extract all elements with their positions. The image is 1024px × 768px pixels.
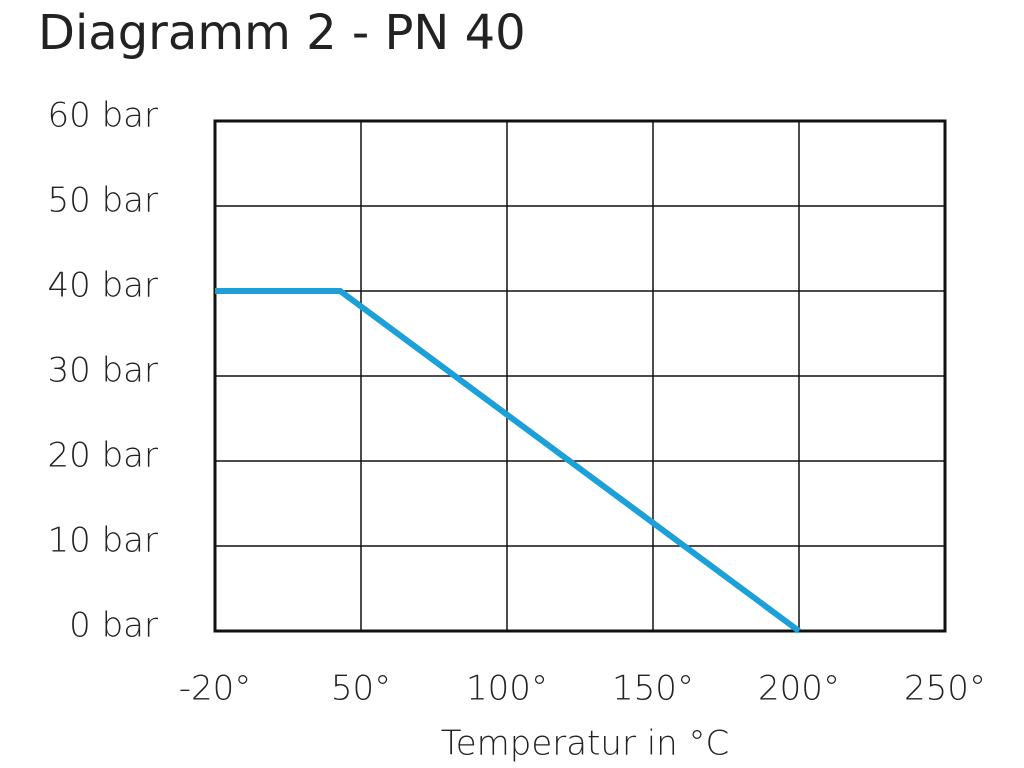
x-tick-label: 250° xyxy=(904,669,986,709)
x-tick-label: 150° xyxy=(612,669,694,709)
x-axis-label: Temperatur in °C xyxy=(441,724,730,764)
y-tick-label: 60 bar xyxy=(48,96,158,136)
y-tick-label: 10 bar xyxy=(48,521,158,561)
y-tick-label: 20 bar xyxy=(48,436,158,476)
x-tick-label: 100° xyxy=(466,669,548,709)
x-tick-label: 50° xyxy=(331,669,391,709)
y-tick-label: 30 bar xyxy=(48,351,158,391)
plot-border xyxy=(213,119,947,633)
x-tick-label: -20° xyxy=(179,669,252,709)
y-tick-label: 40 bar xyxy=(48,266,158,306)
chart-title: Diagramm 2 - PN 40 xyxy=(38,5,526,61)
data-line xyxy=(215,288,801,634)
y-tick-label: 50 bar xyxy=(48,181,158,221)
y-tick-label: 0 bar xyxy=(69,606,158,646)
x-tick-label: 200° xyxy=(758,669,840,709)
